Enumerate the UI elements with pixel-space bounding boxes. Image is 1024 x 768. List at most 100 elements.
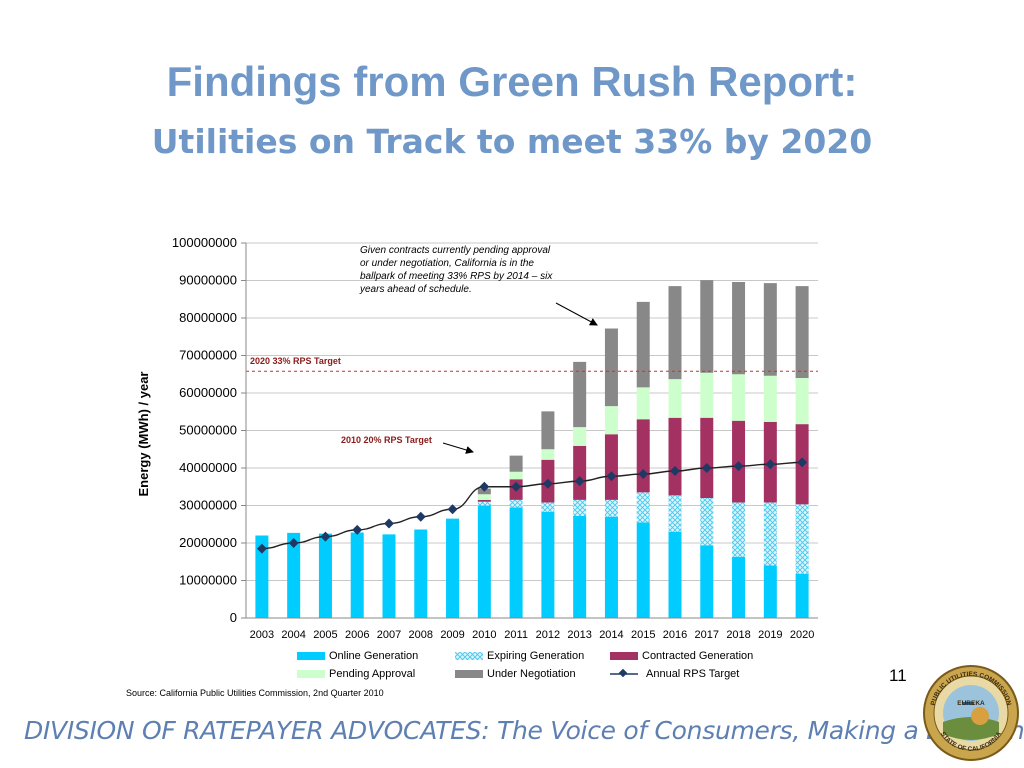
bar-online-generation	[287, 532, 301, 618]
bar-pending-approval	[795, 378, 809, 425]
legend-swatch	[610, 651, 638, 660]
x-tick-label: 2008	[409, 629, 433, 641]
y-tick-label: 0	[230, 610, 237, 625]
legend-label: Online Generation	[329, 649, 419, 662]
rps-target-point	[574, 476, 585, 487]
y-tick-label: 80000000	[179, 310, 237, 325]
bar-online-generation	[700, 545, 714, 618]
bar-online-generation	[382, 534, 396, 618]
rps-target-point	[701, 463, 712, 473]
x-tick-label: 2005	[313, 629, 337, 641]
x-tick-label: 2014	[599, 629, 623, 641]
x-tick-label: 2007	[377, 629, 401, 641]
seal-banner: EUREKA	[957, 700, 985, 707]
x-tick-label: 2019	[758, 629, 782, 641]
legend-swatch	[297, 669, 325, 678]
bar-expiring-generation	[636, 492, 650, 523]
bar-pending-approval	[668, 379, 682, 418]
rps-target-point	[288, 538, 299, 548]
x-tick-label: 2017	[695, 629, 719, 641]
bar-under-negotiation	[795, 286, 809, 378]
footer-tagline: DIVISION OF RATEPAYER ADVOCATES: The Voi…	[24, 716, 1024, 745]
bar-contracted-generation	[604, 434, 618, 500]
bar-expiring-generation	[763, 502, 777, 566]
bar-contracted-generation	[636, 419, 650, 493]
annotation-20-target: 2010 20% RPS Target	[341, 435, 432, 445]
legend-label: Annual RPS Target	[646, 667, 740, 680]
rps-target-point	[320, 531, 331, 542]
cpuc-seal-logo: EUREKA PUBLIC UTILITIES COMMISSION STATE…	[923, 665, 1019, 761]
y-tick-label: 10000000	[179, 573, 237, 588]
rps-target-point	[797, 457, 808, 468]
bar-online-generation	[446, 518, 460, 618]
y-tick-label: 70000000	[179, 348, 237, 363]
y-tick-label: 50000000	[179, 423, 237, 438]
x-tick-label: 2006	[345, 629, 369, 641]
bar-online-generation	[509, 507, 523, 618]
bar-pending-approval	[604, 406, 618, 435]
bar-under-negotiation	[763, 283, 777, 376]
bar-under-negotiation	[541, 411, 555, 450]
x-tick-label: 2012	[536, 629, 560, 641]
y-tick-label: 90000000	[179, 273, 237, 288]
bar-online-generation	[604, 516, 618, 618]
legend-label: Expiring Generation	[487, 649, 585, 662]
bar-online-generation	[573, 516, 587, 618]
bar-pending-approval	[700, 372, 714, 418]
bar-expiring-generation	[604, 499, 618, 517]
bar-online-generation	[318, 533, 332, 618]
legend-line-swatch	[610, 668, 638, 677]
legend-item-negotiation: Under Negotiation	[455, 666, 610, 681]
page-number: 11	[889, 666, 907, 685]
bar-online-generation	[795, 573, 809, 618]
bar-pending-approval	[763, 375, 777, 422]
bar-pending-approval	[636, 387, 650, 420]
bar-under-negotiation	[732, 282, 746, 375]
x-tick-label: 2015	[631, 629, 655, 641]
chart-legend: Online Generation Expiring Generation Co…	[297, 648, 797, 681]
rps-target-point	[479, 481, 490, 492]
y-tick-label: 40000000	[179, 460, 237, 475]
rps-target-point	[256, 543, 267, 554]
x-tick-label: 2010	[472, 629, 496, 641]
bar-contracted-generation	[573, 445, 587, 500]
legend-item-pending: Pending Approval	[297, 666, 455, 681]
bar-online-generation	[255, 535, 269, 618]
bar-online-generation	[414, 529, 428, 618]
rps-target-point	[352, 524, 363, 535]
bar-expiring-generation	[732, 502, 746, 557]
chart-annotation-note: Given contracts currently pending approv…	[360, 245, 553, 295]
rps-target-point	[447, 504, 458, 515]
bar-pending-approval	[573, 427, 587, 446]
bar-online-generation	[732, 556, 746, 618]
x-tick-label: 2003	[250, 629, 274, 641]
bar-online-generation	[541, 511, 555, 618]
bar-under-negotiation	[668, 286, 682, 380]
slide-subtitle: Utilities on Track to meet 33% by 2020	[151, 122, 873, 161]
x-tick-label: 2004	[281, 629, 305, 641]
source-note: Source: California Public Utilities Comm…	[126, 688, 384, 698]
x-tick-label: 2020	[790, 629, 814, 641]
x-tick-label: 2013	[567, 629, 591, 641]
y-tick-label: 60000000	[179, 385, 237, 400]
rps-target-point	[670, 466, 680, 476]
bar-under-negotiation	[509, 455, 523, 472]
bar-expiring-generation	[700, 498, 714, 546]
axes: 0 10000000 20000000 30000000 40000000 5000000…	[172, 235, 818, 641]
bar-contracted-generation	[477, 499, 491, 502]
bar-contracted-generation	[700, 417, 714, 498]
bar-expiring-generation	[668, 495, 682, 532]
x-tick-label: 2009	[440, 629, 464, 641]
legend-label: Under Negotiation	[487, 667, 576, 680]
bar-expiring-generation	[509, 499, 523, 508]
annotation-20-arrow	[442, 442, 474, 454]
annotation-note-arrow	[555, 302, 598, 326]
bar-under-negotiation	[573, 361, 587, 428]
bar-online-generation	[350, 532, 364, 618]
bar-pending-approval	[509, 471, 523, 480]
y-tick-label: 20000000	[179, 535, 237, 550]
y-axis-label: Energy (MWh) / year	[136, 372, 151, 497]
bar-online-generation	[668, 531, 682, 618]
y-tick-label: 30000000	[179, 498, 237, 513]
